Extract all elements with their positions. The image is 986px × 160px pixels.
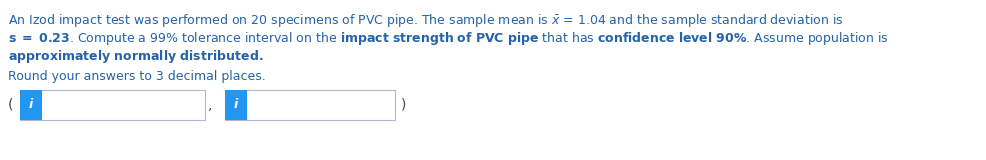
Text: ,: , — [208, 98, 212, 112]
Text: (: ( — [8, 98, 14, 112]
Text: ): ) — [401, 98, 406, 112]
FancyBboxPatch shape — [225, 90, 395, 120]
Text: An Izod impact test was performed on 20 specimens of PVC pipe. The sample mean i: An Izod impact test was performed on 20 … — [8, 12, 843, 29]
FancyBboxPatch shape — [20, 90, 42, 120]
Text: Round your answers to 3 decimal places.: Round your answers to 3 decimal places. — [8, 70, 266, 83]
Text: i: i — [234, 99, 239, 112]
FancyBboxPatch shape — [225, 90, 247, 120]
Text: i: i — [29, 99, 34, 112]
Text: $\bf{s}$ $\bf{=}$ $\bf{0.23}$. Compute a 99% tolerance interval on the $\bf{impa: $\bf{s}$ $\bf{=}$ $\bf{0.23}$. Compute a… — [8, 30, 889, 47]
FancyBboxPatch shape — [20, 90, 205, 120]
Text: $\bf{approximately\ normally\ distributed.}$: $\bf{approximately\ normally\ distribute… — [8, 48, 263, 65]
